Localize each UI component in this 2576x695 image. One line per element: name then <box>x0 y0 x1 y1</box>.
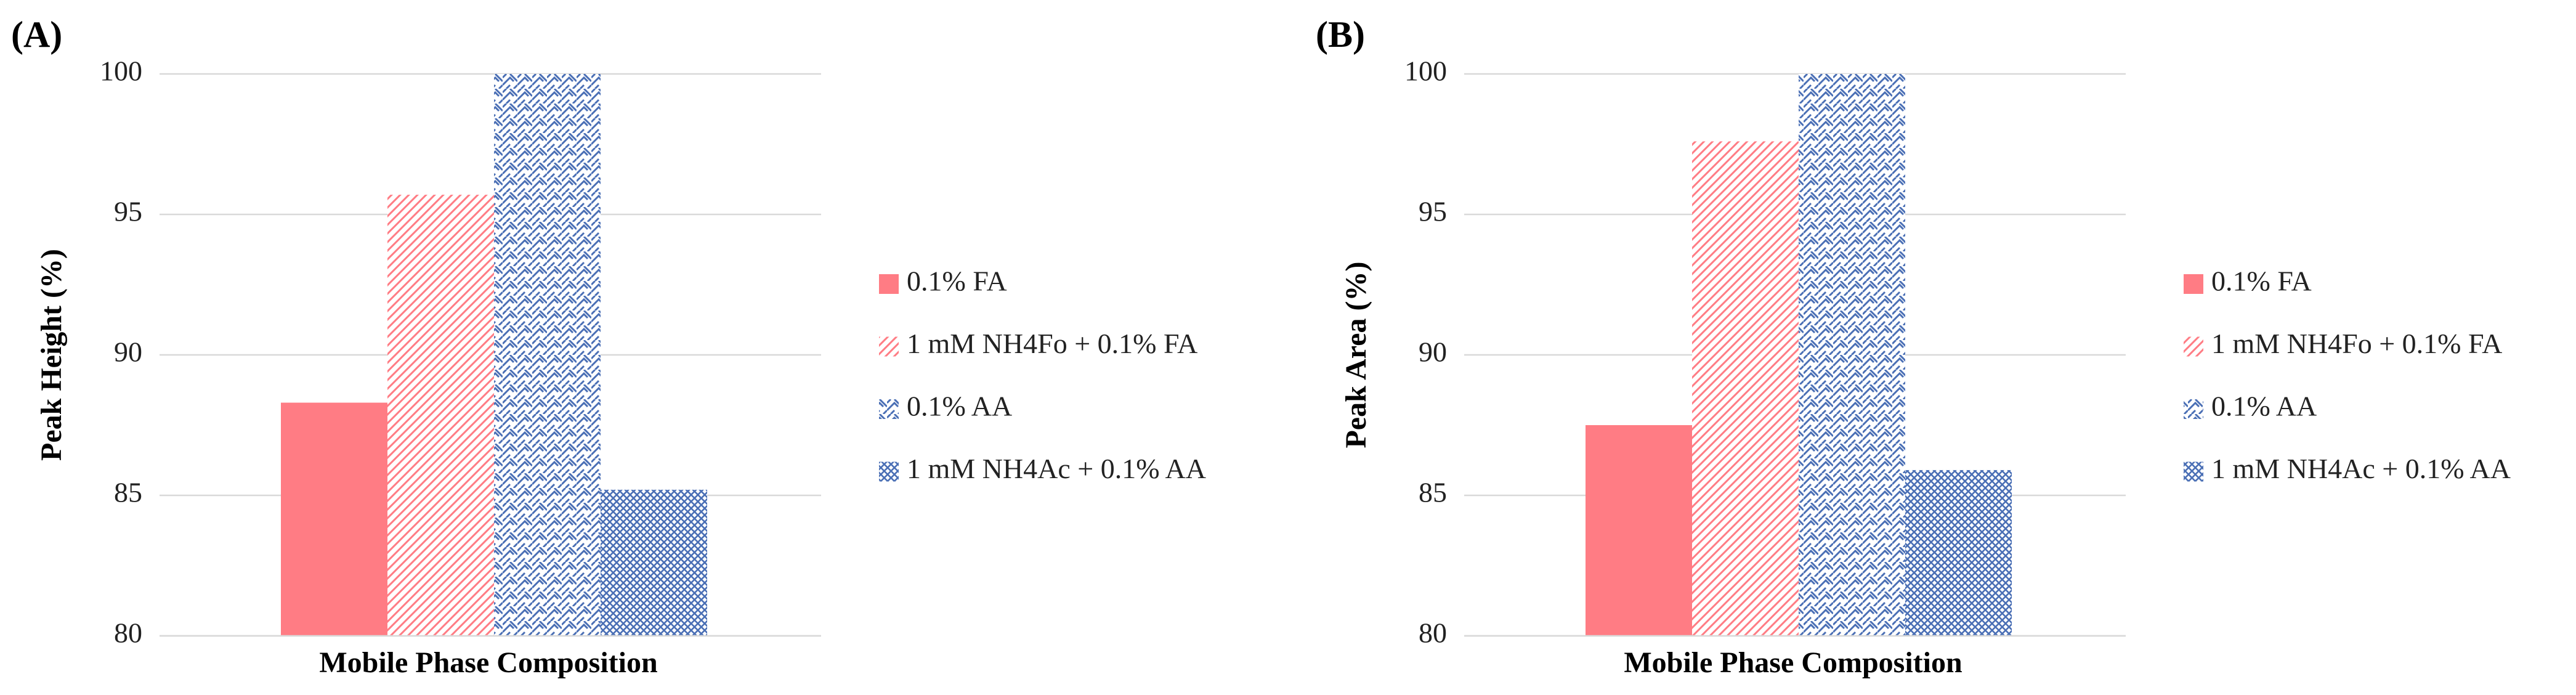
legend-label: 1 mM NH4Ac + 0.1% AA <box>2211 453 2511 484</box>
legend-swatch <box>2184 274 2203 294</box>
legend-swatch <box>2184 336 2203 357</box>
legend-label: 0.1% FA <box>907 266 1007 297</box>
y-tick-label: 85 <box>1419 477 1447 508</box>
legend-label: 0.1% AA <box>2211 391 2317 422</box>
legend-swatch <box>2184 399 2203 419</box>
x-axis-title: Mobile Phase Composition <box>319 646 657 679</box>
legend-label: 1 mM NH4Ac + 0.1% AA <box>907 453 1206 484</box>
y-tick-label: 80 <box>114 617 142 649</box>
legend-swatch <box>879 336 899 357</box>
y-axis-title: Peak Area (%) <box>1340 261 1372 448</box>
legend-swatch <box>879 274 899 294</box>
panel-label: (B) <box>1316 14 1365 55</box>
legend-swatch <box>879 461 899 482</box>
legend-swatch <box>879 399 899 419</box>
panel-label: (A) <box>11 14 62 55</box>
y-tick-label: 95 <box>1419 196 1447 227</box>
y-tick-label: 100 <box>1404 55 1447 87</box>
bar <box>1692 141 1799 636</box>
bar <box>1799 74 1905 636</box>
y-tick-label: 85 <box>114 477 142 508</box>
y-tick-label: 90 <box>1419 336 1447 368</box>
y-tick-label: 100 <box>100 55 142 87</box>
x-axis-title: Mobile Phase Composition <box>1624 646 1962 679</box>
legend-label: 1 mM NH4Fo + 0.1% FA <box>2211 328 2502 359</box>
y-tick-label: 95 <box>114 196 142 227</box>
bar <box>601 489 707 636</box>
legend-label: 0.1% AA <box>907 391 1012 422</box>
bar <box>281 402 387 636</box>
bar <box>494 74 601 636</box>
bar <box>387 195 494 636</box>
legend-swatch <box>2184 461 2203 482</box>
y-tick-label: 90 <box>114 336 142 368</box>
y-axis-title: Peak Height (%) <box>35 249 68 461</box>
legend-label: 0.1% FA <box>2211 266 2312 297</box>
y-tick-label: 80 <box>1419 617 1447 649</box>
bar <box>1586 425 1692 636</box>
bar <box>1905 469 2012 636</box>
legend-label: 1 mM NH4Fo + 0.1% FA <box>907 328 1197 359</box>
